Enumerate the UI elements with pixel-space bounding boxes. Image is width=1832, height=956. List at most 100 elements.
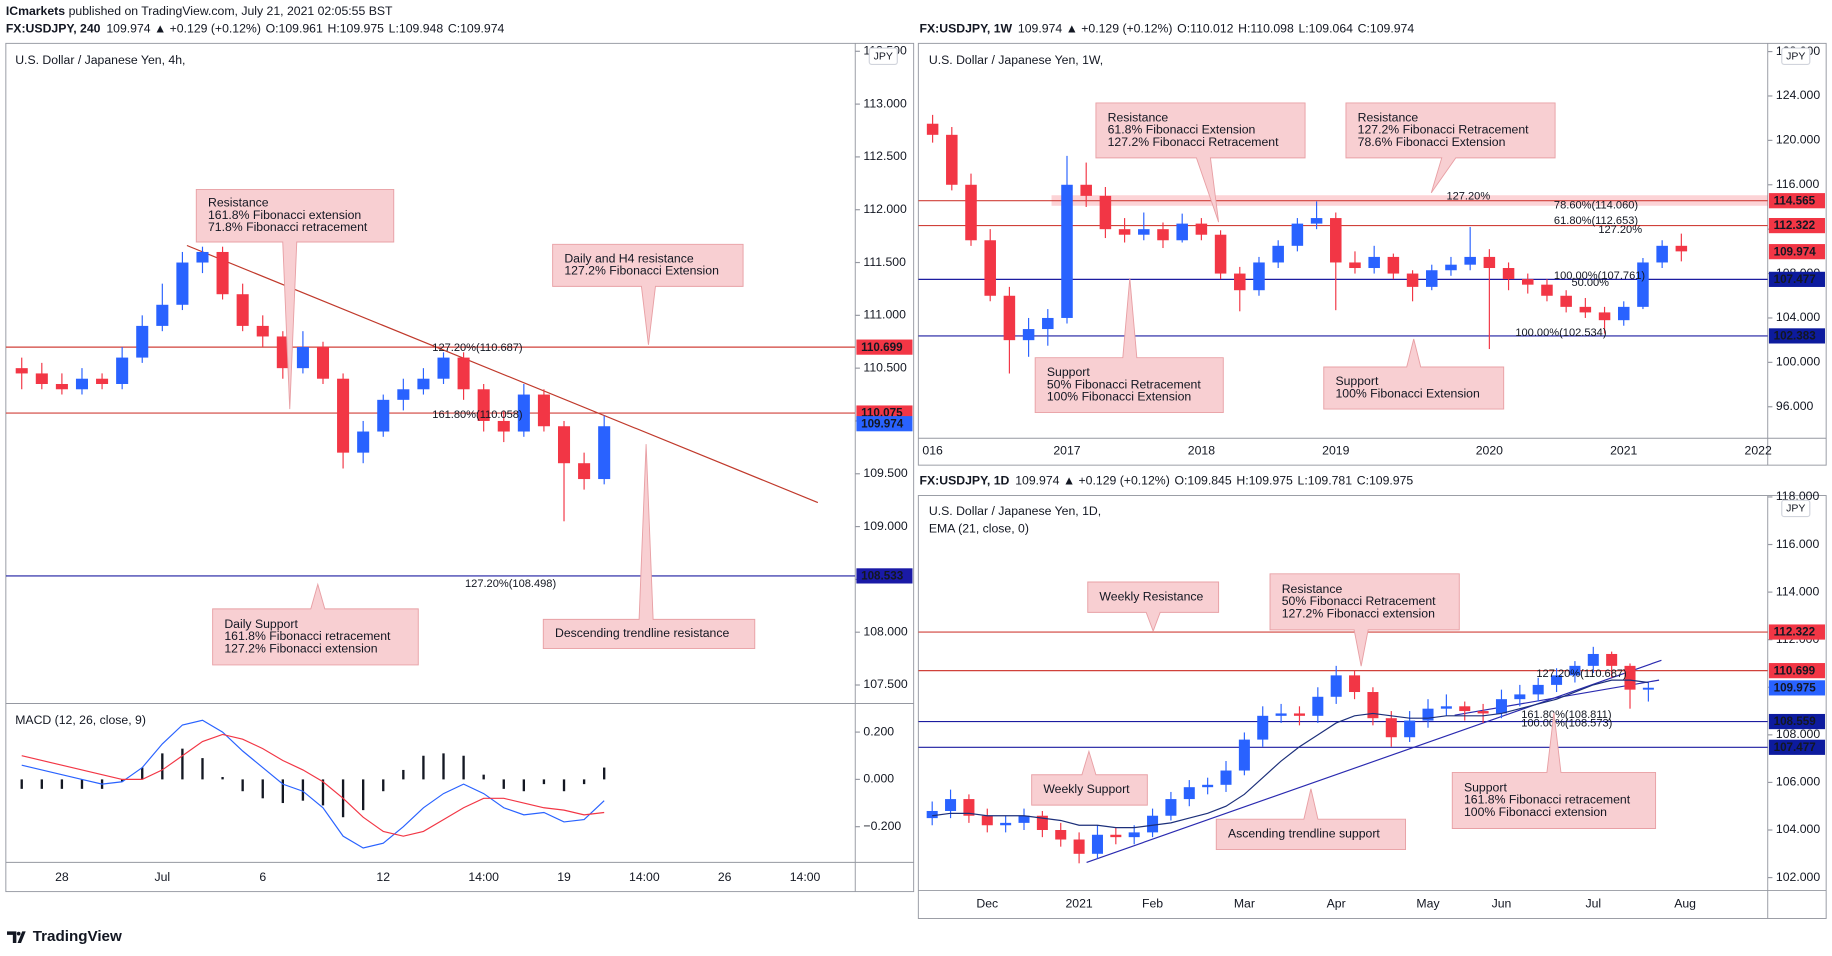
header-text: L: <box>389 22 399 36</box>
candle-body <box>357 431 370 453</box>
candle-body <box>1598 312 1611 321</box>
candle-body <box>1257 715 1269 740</box>
annotation-text: 161.8% Fibonacci retracement <box>224 629 391 643</box>
candle-body <box>1477 711 1489 714</box>
candle-body <box>1367 692 1379 719</box>
macd-histogram-bar <box>221 777 224 780</box>
candle-body <box>1183 787 1195 800</box>
annotation-text: Ascending trendline support <box>1228 827 1380 841</box>
y-tick-label: 109.000 <box>863 519 907 533</box>
header-text: 109.974 <box>1018 22 1062 36</box>
y-tick-label: −0.200 <box>863 819 901 833</box>
fib-label: 127.20%(108.498) <box>465 578 556 590</box>
macd-histogram-bar <box>542 779 546 785</box>
candle-body <box>1061 184 1073 318</box>
y-tick-label: 120.000 <box>1776 133 1820 147</box>
y-tick-label: 104.000 <box>1776 822 1820 836</box>
candle-body <box>1022 329 1035 341</box>
macd-histogram-bar <box>201 758 204 780</box>
candle-body <box>1195 223 1208 235</box>
candle-body <box>1349 262 1361 269</box>
price-tag <box>856 416 913 432</box>
price-tag-label: 108.533 <box>861 570 904 583</box>
annotation-callout <box>1031 749 1148 806</box>
fib-label: 100.00%(102.534) <box>1515 327 1606 339</box>
macd-histogram-bar <box>562 779 566 792</box>
x-tick-label: Aug <box>1674 897 1696 911</box>
candle-body <box>598 426 611 480</box>
fib-label: 161.80%(108.811) <box>1521 709 1611 721</box>
candle-body <box>1291 223 1304 246</box>
candle-body <box>1617 306 1630 321</box>
candle-body <box>1551 675 1563 685</box>
header-text: 110.098 <box>1250 22 1294 36</box>
x-tick-label: Feb <box>1142 897 1163 911</box>
y-tick-label: 104.000 <box>1776 310 1820 324</box>
candle-body <box>1118 229 1131 235</box>
y-tick-label: 113.000 <box>863 96 907 110</box>
annotation-callout <box>1034 278 1224 414</box>
macd-histogram-bar <box>462 755 465 780</box>
fib-label: 127.20%(110.687) <box>432 342 522 354</box>
header-text: ▲ +0.129 (+0.12%) <box>154 22 261 36</box>
header-text: 109.961 <box>279 22 323 36</box>
candle-body <box>1128 832 1140 838</box>
candle-body <box>1099 195 1112 230</box>
candle-body <box>216 251 229 295</box>
annotation-callout <box>1323 338 1505 410</box>
candle-body <box>1642 687 1654 690</box>
x-tick-label: 016 <box>922 443 943 457</box>
plot-area: 127.20%(110.687) 161.80%(108.811)100.00%(… <box>918 631 1768 864</box>
macd-histogram-bar <box>40 779 43 789</box>
macd-histogram-bar <box>181 748 184 780</box>
ema-line <box>932 679 1649 829</box>
candle-body <box>156 304 169 326</box>
candle-body <box>1091 834 1103 854</box>
candle-body <box>945 799 957 811</box>
annotation-callout <box>1215 788 1407 851</box>
y-tick-label: 109.500 <box>863 466 907 480</box>
trendline <box>1086 659 1662 863</box>
annotation-text: 161.8% Fibonacci retracement <box>1464 793 1631 807</box>
candle-body <box>337 378 350 453</box>
header-text: 110.012 <box>1190 22 1234 36</box>
header-text: C: <box>1357 474 1369 488</box>
y-tick-label: 108.000 <box>863 624 907 638</box>
x-tick-label: Mar <box>1234 897 1255 911</box>
annotation-text: 161.8% Fibonacci extension <box>208 208 361 222</box>
currency-label: JPY <box>874 51 893 63</box>
candle-body <box>457 357 470 390</box>
header-text: ▲ +0.129 (+0.12%) <box>1063 474 1170 488</box>
price-tag <box>856 339 913 355</box>
fib-label: 127.20% <box>1598 224 1642 236</box>
price-tag-label: 114.565 <box>1774 194 1816 207</box>
indicator-title: MACD (12, 26, close, 9) <box>15 713 146 727</box>
header-text: FX:USDJPY, 240 <box>6 22 101 36</box>
header-text: FX:USDJPY, 1W <box>920 22 1013 36</box>
price-tag <box>1768 244 1825 260</box>
x-tick-label: 2021 <box>1610 443 1637 457</box>
candle-body <box>1459 706 1471 712</box>
y-tick-label: 114.000 <box>1776 584 1820 598</box>
fib-label: 100.00%(108.573) <box>1521 717 1612 729</box>
candle-body <box>1110 834 1122 838</box>
header-text: 109.975 <box>1249 474 1293 488</box>
y-tick-label: 107.500 <box>863 677 907 691</box>
price-tag <box>1768 663 1825 679</box>
x-tick-label: 14:00 <box>629 870 660 884</box>
candle-body <box>1606 653 1618 666</box>
candle-body <box>1312 696 1324 716</box>
currency-box <box>1781 499 1811 518</box>
annotation-text: Resistance <box>1282 582 1343 596</box>
header-text: FX:USDJPY, 1D <box>920 474 1010 488</box>
candle-body <box>1532 684 1544 695</box>
x-tick-label: Jun <box>1492 897 1512 911</box>
header-text: O: <box>266 22 279 36</box>
candle-body <box>1036 815 1048 831</box>
candle-body <box>1042 317 1054 330</box>
price-tag-label: 109.975 <box>1774 682 1817 695</box>
candle-body <box>578 463 591 480</box>
header-text: O: <box>1174 474 1187 488</box>
macd-histogram-bar <box>261 779 264 799</box>
candle-body <box>1138 229 1150 235</box>
